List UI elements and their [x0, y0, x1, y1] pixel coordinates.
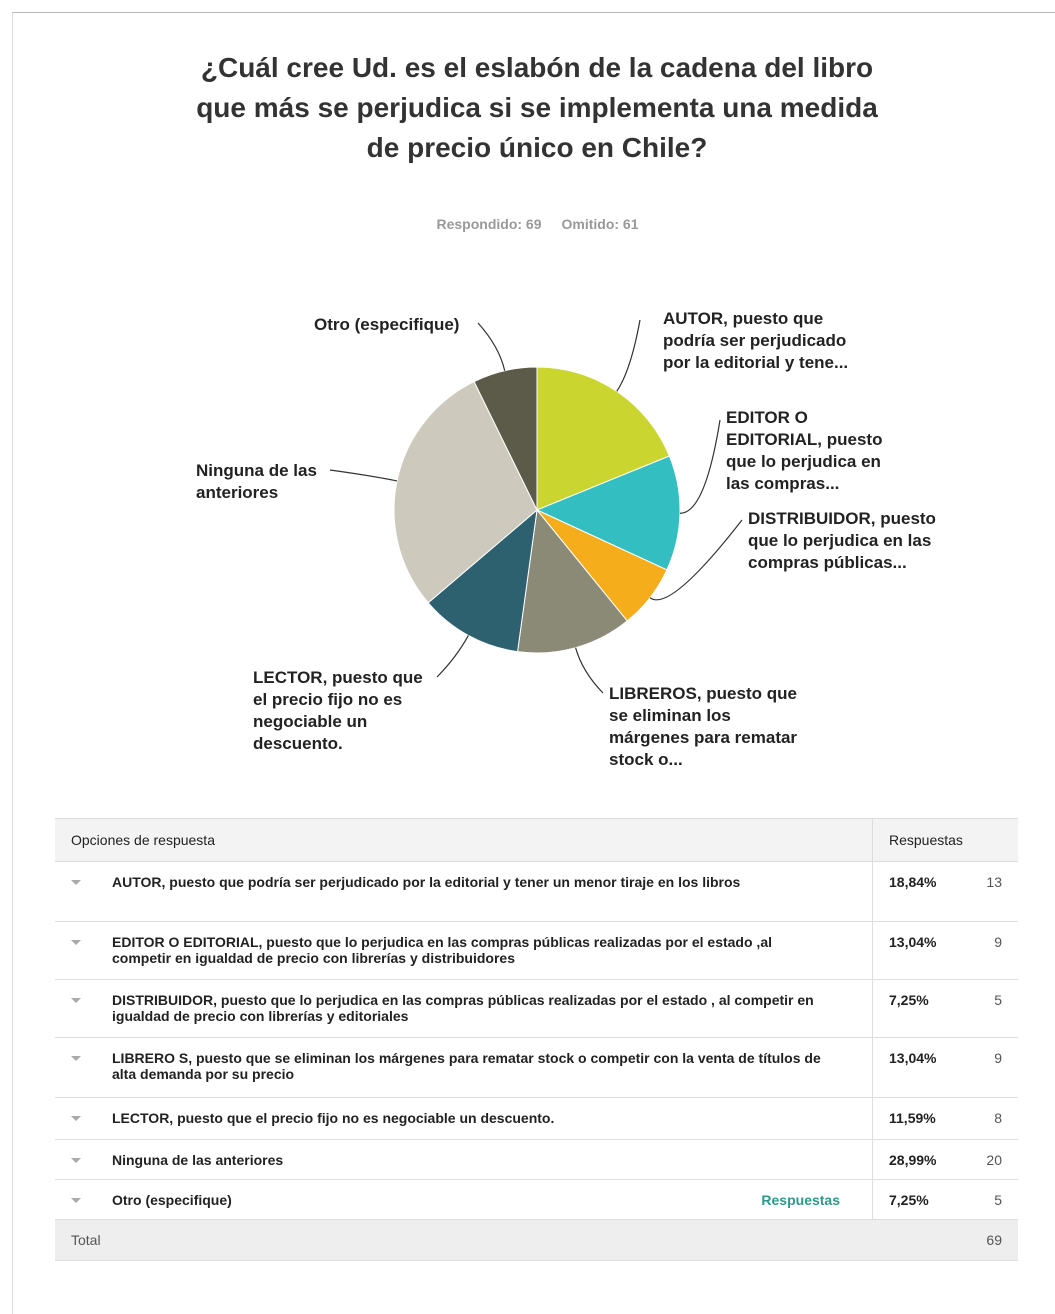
expand-arrow [71, 1198, 81, 1203]
answer-text: LECTOR, puesto que el precio fijo no es … [112, 1110, 555, 1126]
expand-arrow [71, 1056, 81, 1061]
total-label: Total [71, 1232, 101, 1248]
pie-slice [473, 366, 538, 511]
table-header: Opciones de respuesta Respuestas [55, 818, 1018, 862]
count: 5 [994, 992, 1002, 1008]
response-cell: 11,59% 8 [873, 1098, 1018, 1139]
count: 8 [994, 1110, 1002, 1126]
table-row: Otro (especifique) Respuestas 7,25% 5 [55, 1180, 1018, 1220]
slice-label: EDITOR O EDITORIAL, puesto que lo perjud… [726, 408, 883, 493]
table: Opciones de respuesta Respuestas AUTOR, pu… [55, 818, 1018, 1261]
percent: 7,25% [889, 992, 929, 1008]
table-row: DISTRIBUIDOR, puesto que lo perjudica en… [55, 980, 1018, 1038]
total-cell: 69 [873, 1220, 1018, 1260]
response-cell: 18,84% 13 [873, 862, 1018, 921]
leader-line [649, 519, 743, 601]
count: 9 [994, 934, 1002, 950]
response-cell: 28,99% 20 [873, 1140, 1018, 1179]
answer-text: AUTOR, puesto que podría ser perjudicado… [112, 874, 741, 890]
count: 9 [994, 1050, 1002, 1066]
table-row: LIBRERO S, puesto que se eliminan los má… [55, 1038, 1018, 1098]
answer-cell: AUTOR, puesto que podría ser perjudicado… [55, 862, 873, 921]
response-cell: 13,04% 9 [873, 922, 1018, 979]
answer-text: EDITOR O EDITORIAL, puesto que lo perjud… [112, 934, 772, 966]
percent: 7,25% [889, 1192, 929, 1208]
subtitle: Respondido: 69 Omitido: 61 [0, 216, 1055, 232]
table-row: EDITOR O EDITORIAL, puesto que lo perjud… [55, 922, 1018, 980]
expand-arrow [71, 880, 81, 885]
answered: Respondido: 69 [436, 216, 542, 232]
header-cell: Opciones de respuesta [55, 819, 873, 861]
response-cell: 7,25% 5 [873, 1180, 1018, 1219]
leader-line [477, 322, 506, 371]
slice-label: LECTOR, puesto que el precio fijo no es … [253, 668, 423, 753]
slice-label: DISTRIBUIDOR, puesto que lo perjudica en… [748, 509, 936, 572]
skipped: Omitido: 61 [561, 216, 639, 232]
slice-label: Otro (especifique) [314, 315, 460, 334]
total-count: 69 [986, 1232, 1002, 1248]
answer-text: Otro (especifique) [112, 1192, 232, 1208]
table-row: Ninguna de las anteriores 28,99% 20 [55, 1140, 1018, 1180]
percent: 13,04% [889, 934, 937, 950]
count: 13 [986, 874, 1002, 890]
answer-cell: LECTOR, puesto que el precio fijo no es … [55, 1098, 873, 1139]
pie-slice [393, 380, 538, 604]
total-row: Total 69 [55, 1220, 1018, 1261]
leader-line [679, 419, 721, 514]
percent: 11,59% [889, 1110, 936, 1126]
answer-text: DISTRIBUIDOR, puesto que lo perjudica en… [112, 992, 814, 1024]
pie-slice [536, 366, 671, 511]
expand-arrow [71, 998, 81, 1003]
pie-slice [427, 508, 538, 653]
expand-arrow [71, 940, 81, 945]
answer-cell: Ninguna de las anteriores [55, 1140, 873, 1179]
answer-cell: Otro (especifique) Respuestas [55, 1180, 873, 1219]
slice-label: Ninguna de las anteriores [196, 461, 317, 502]
chart-title: ¿Cuál cree Ud. es el eslabón de la caden… [196, 52, 878, 163]
table-row: LECTOR, puesto que el precio fijo no es … [55, 1098, 1018, 1140]
leader-line [575, 647, 604, 694]
expand-arrow [71, 1158, 81, 1163]
frame [12, 12, 1055, 1314]
response-cell: 7,25% 5 [873, 980, 1018, 1037]
answer-cell: EDITOR O EDITORIAL, puesto que lo perjud… [55, 922, 873, 979]
answer-text: Ninguna de las anteriores [112, 1152, 284, 1168]
response-cell: 13,04% 9 [873, 1038, 1018, 1097]
answer-cell: LIBRERO S, puesto que se eliminan los má… [55, 1038, 873, 1097]
percent: 13,04% [889, 1050, 937, 1066]
percent: 28,99% [889, 1152, 937, 1168]
header-cell: Respuestas [889, 832, 963, 848]
table-row: AUTOR, puesto que podría ser perjudicado… [55, 862, 1018, 922]
leader-line [616, 319, 641, 392]
slice-label: AUTOR, puesto que podría ser perjudicado… [663, 309, 849, 372]
leader-line [436, 635, 469, 678]
expand-arrow [71, 1116, 81, 1121]
percent: 18,84% [889, 874, 937, 890]
leader-line [329, 469, 398, 482]
count: 5 [994, 1192, 1002, 1208]
pie-chart [329, 319, 743, 694]
answer-text: LIBRERO S, puesto que se eliminan los má… [112, 1050, 821, 1082]
answer-cell: DISTRIBUIDOR, puesto que lo perjudica en… [55, 980, 873, 1037]
responses-link[interactable]: Respuestas [761, 1192, 840, 1208]
slice-label: LIBREROS, puesto que se eliminan los már… [609, 684, 798, 769]
count: 20 [986, 1152, 1002, 1168]
